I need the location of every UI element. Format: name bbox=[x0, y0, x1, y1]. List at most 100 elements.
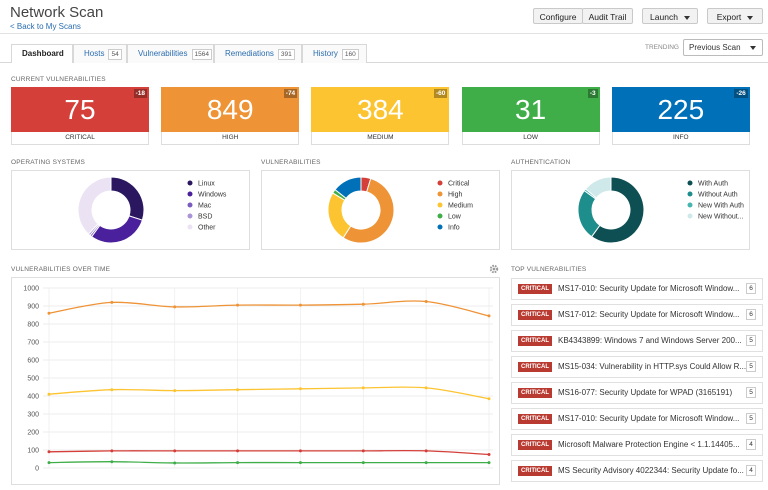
y-tick-label: 100 bbox=[27, 448, 39, 455]
data-point bbox=[236, 388, 239, 391]
legend-swatch bbox=[688, 192, 693, 197]
export-button[interactable]: Export bbox=[707, 8, 763, 24]
data-point bbox=[236, 449, 239, 452]
legend-swatch bbox=[188, 225, 193, 230]
legend-swatch bbox=[188, 181, 193, 186]
tab[interactable]: Dashboard bbox=[11, 44, 73, 63]
vulnerability-count: 5 bbox=[746, 387, 756, 398]
card-color-block: 31-3 bbox=[462, 87, 600, 132]
vulnerability-row[interactable]: CRITICALMS15-034: Vulnerability in HTTP.… bbox=[511, 356, 763, 378]
vulnerability-card[interactable]: 384-60MEDIUM bbox=[311, 87, 449, 145]
tab[interactable]: Vulnerabilities1564 bbox=[127, 44, 214, 63]
data-point bbox=[48, 450, 51, 453]
severity-badge: CRITICAL bbox=[518, 414, 552, 424]
series-line bbox=[49, 462, 489, 463]
vulnerability-row[interactable]: CRITICALMS17-010: Security Update for Mi… bbox=[511, 408, 763, 430]
vulnerability-row[interactable]: CRITICAL MS17-012: Security Update for Mi… bbox=[511, 304, 763, 326]
card-label: HIGH bbox=[162, 134, 298, 141]
back-link[interactable]: < Back to My Scans bbox=[10, 22, 81, 31]
legend-label: New Without... bbox=[698, 214, 744, 221]
card-value: 75 bbox=[11, 94, 149, 126]
vulnerability-name: KB4343899: Windows 7 and Windows Server … bbox=[558, 336, 742, 345]
vulnerability-row[interactable]: CRITICALMS16-077: Security Update for WP… bbox=[511, 382, 763, 404]
section-title: OPERATING SYSTEMS bbox=[11, 159, 85, 166]
legend-label: Windows bbox=[198, 192, 227, 199]
severity-badge: CRITICAL bbox=[518, 336, 552, 346]
vulnerability-card[interactable]: 31-3LOW bbox=[462, 87, 600, 145]
legend-label: New With Auth bbox=[698, 203, 744, 210]
legend-swatch bbox=[688, 203, 693, 208]
divider bbox=[0, 33, 768, 34]
legend-label: Linux bbox=[198, 181, 215, 188]
vulnerability-row[interactable]: CRITICALMS Security Advisory 4022344: Se… bbox=[511, 460, 763, 482]
y-tick-label: 300 bbox=[27, 412, 39, 419]
data-point bbox=[488, 314, 491, 317]
vulnerability-count: 5 bbox=[746, 335, 756, 346]
severity-badge: CRITICAL bbox=[518, 388, 552, 398]
card-value: 849 bbox=[161, 94, 299, 126]
vulnerability-name: MS17-012: Security Update for Microsoft … bbox=[558, 310, 739, 319]
card-change: -26 bbox=[734, 89, 747, 98]
vulnerability-card[interactable]: 225-26INFO bbox=[612, 87, 750, 145]
donut-segment bbox=[111, 177, 144, 220]
tab-label: History bbox=[313, 49, 338, 58]
data-point bbox=[173, 305, 176, 308]
y-tick-label: 600 bbox=[27, 358, 39, 365]
data-point bbox=[362, 386, 365, 389]
chart-panel: With AuthWithout AuthNew With AuthNew Wi… bbox=[511, 170, 750, 250]
tab-count: 54 bbox=[108, 49, 121, 60]
legend-swatch bbox=[688, 214, 693, 219]
y-tick-label: 400 bbox=[27, 394, 39, 401]
data-point bbox=[362, 303, 365, 306]
tab[interactable]: History160 bbox=[302, 44, 367, 63]
tab[interactable]: Remediations391 bbox=[214, 44, 302, 63]
section-title: VULNERABILITIES bbox=[261, 159, 321, 166]
y-tick-label: 800 bbox=[27, 322, 39, 329]
series-line bbox=[49, 451, 489, 455]
vulnerability-name: MS17-010: Security Update for Microsoft … bbox=[558, 284, 739, 293]
tab-label: Dashboard bbox=[22, 49, 64, 58]
caret bbox=[684, 16, 690, 20]
card-change: -3 bbox=[588, 89, 598, 98]
legend-swatch bbox=[438, 214, 443, 219]
card-value: 31 bbox=[462, 94, 600, 126]
donut-segment bbox=[78, 177, 111, 234]
legend-label: Mac bbox=[198, 203, 212, 210]
section-title: VULNERABILITIES OVER TIME bbox=[11, 266, 110, 273]
vulnerability-row[interactable]: CRITICAL KB4343899: Windows 7 and Windows… bbox=[511, 330, 763, 352]
legend-swatch bbox=[188, 203, 193, 208]
launch-button[interactable]: Launch bbox=[642, 8, 698, 24]
data-point bbox=[425, 300, 428, 303]
data-point bbox=[488, 461, 491, 464]
legend-swatch bbox=[438, 181, 443, 186]
card-value: 225 bbox=[612, 94, 750, 126]
settings-icon[interactable] bbox=[489, 264, 499, 274]
caret bbox=[747, 16, 753, 20]
line-chart: 01002003004005006007008009001000 bbox=[12, 278, 499, 484]
button-label: Export bbox=[717, 12, 742, 22]
vulnerability-card[interactable]: 849-74HIGH bbox=[161, 87, 299, 145]
vulnerability-row[interactable]: CRITICALMicrosoft Malware Protection Eng… bbox=[511, 434, 763, 456]
configure-button[interactable]: Configure bbox=[533, 8, 583, 24]
vulnerability-card[interactable]: 75-18CRITICAL bbox=[11, 87, 149, 145]
legend-label: Info bbox=[448, 225, 460, 232]
severity-badge: CRITICAL bbox=[518, 310, 552, 320]
card-change: -60 bbox=[434, 89, 447, 98]
card-color-block: 225-26 bbox=[612, 87, 750, 132]
section-title: TOP VULNERABILITIES bbox=[511, 266, 586, 273]
tab-label: Hosts bbox=[84, 49, 104, 58]
trending-select[interactable]: Previous Scan bbox=[683, 39, 763, 56]
data-point bbox=[299, 461, 302, 464]
data-point bbox=[236, 461, 239, 464]
legend-label: Low bbox=[448, 214, 462, 221]
legend-label: Critical bbox=[448, 181, 470, 188]
y-tick-label: 200 bbox=[27, 430, 39, 437]
legend-swatch bbox=[688, 181, 693, 186]
card-color-block: 384-60 bbox=[311, 87, 449, 132]
vulnerability-name: MS Security Advisory 4022344: Security U… bbox=[558, 466, 744, 475]
audit-trail-button[interactable]: Audit Trail bbox=[582, 8, 633, 24]
tab[interactable]: Hosts 54 bbox=[73, 44, 127, 63]
chart-panel: 01002003004005006007008009001000 bbox=[11, 277, 500, 485]
data-point bbox=[48, 393, 51, 396]
vulnerability-row[interactable]: CRITICALMS17-010: Security Update for Mi… bbox=[511, 278, 763, 300]
